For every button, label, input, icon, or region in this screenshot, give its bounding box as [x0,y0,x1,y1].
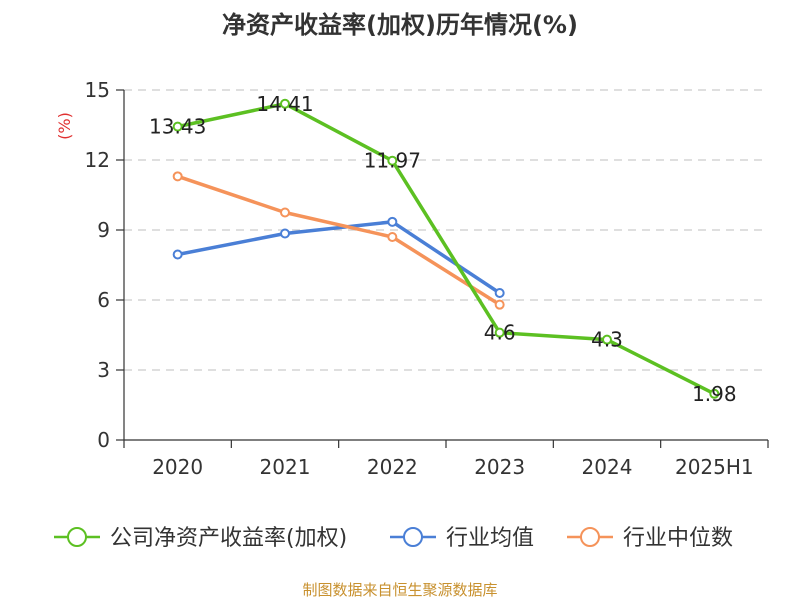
y-tick-label: 12 [85,148,110,172]
data-point [280,228,290,239]
legend-marker-icon [580,527,600,547]
series-0 [172,98,720,399]
legend[interactable]: 公司净资产收益率(加权) 行业均值 行业中位数 [54,526,733,551]
gridlines [124,89,768,371]
data-point [494,299,505,310]
data-label: 1.98 [692,382,737,406]
legend-marker-icon [403,527,423,547]
axes: 0 3 6 9 12 15 2020 2021 2022 2023 2024 2025H1 [85,78,769,479]
x-tick-label: 2020 [152,455,203,479]
series-line [177,174,501,307]
legend-item-2[interactable]: 行业中位数 [567,526,733,551]
data-label: 11.97 [364,149,421,173]
y-tick-label: 15 [85,78,110,102]
data-label: 13.43 [149,115,206,139]
series-line [177,220,501,295]
legend-label: 行业均值 [446,526,534,551]
data-point [387,216,398,227]
data-point [172,171,183,182]
y-tick-label: 3 [97,358,110,382]
data-point [172,249,183,260]
data-point [494,327,505,338]
data-label: 4.6 [484,321,516,345]
chart-title: 净资产收益率(加权)历年情况(%) [222,11,578,39]
series-line [177,102,716,396]
y-tick-label: 0 [97,428,110,452]
data-point [387,155,398,166]
series-layer [172,98,720,399]
x-tick-label: 2024 [582,455,633,479]
y-axis-label: (%) [55,112,74,140]
legend-marker-icon [67,527,87,547]
data-label: 4.3 [591,328,623,352]
y-tick-label: 9 [97,218,110,242]
data-point [602,334,612,345]
data-point [709,388,720,399]
legend-item-1[interactable]: 行业均值 [390,526,534,551]
data-label: 14.41 [256,92,313,116]
data-point [280,98,290,109]
legend-item-0[interactable]: 公司净资产收益率(加权) [54,526,347,551]
data-labels: 13.43 14.41 11.97 4.6 4.3 1.98 [149,92,737,406]
legend-label: 行业中位数 [623,526,733,551]
data-point [280,207,290,218]
series-1 [172,216,505,298]
source-note: 制图数据来自恒生聚源数据库 [302,581,497,599]
x-tick-label: 2022 [367,455,418,479]
data-point [172,121,183,132]
x-tick-label: 2021 [260,455,311,479]
data-point [387,232,398,242]
legend-label: 公司净资产收益率(加权) [110,526,347,551]
x-tick-label: 2025H1 [675,455,754,479]
x-tick-label: 2023 [474,455,525,479]
y-tick-label: 6 [97,288,110,312]
data-point [494,288,505,298]
series-2 [172,171,505,310]
